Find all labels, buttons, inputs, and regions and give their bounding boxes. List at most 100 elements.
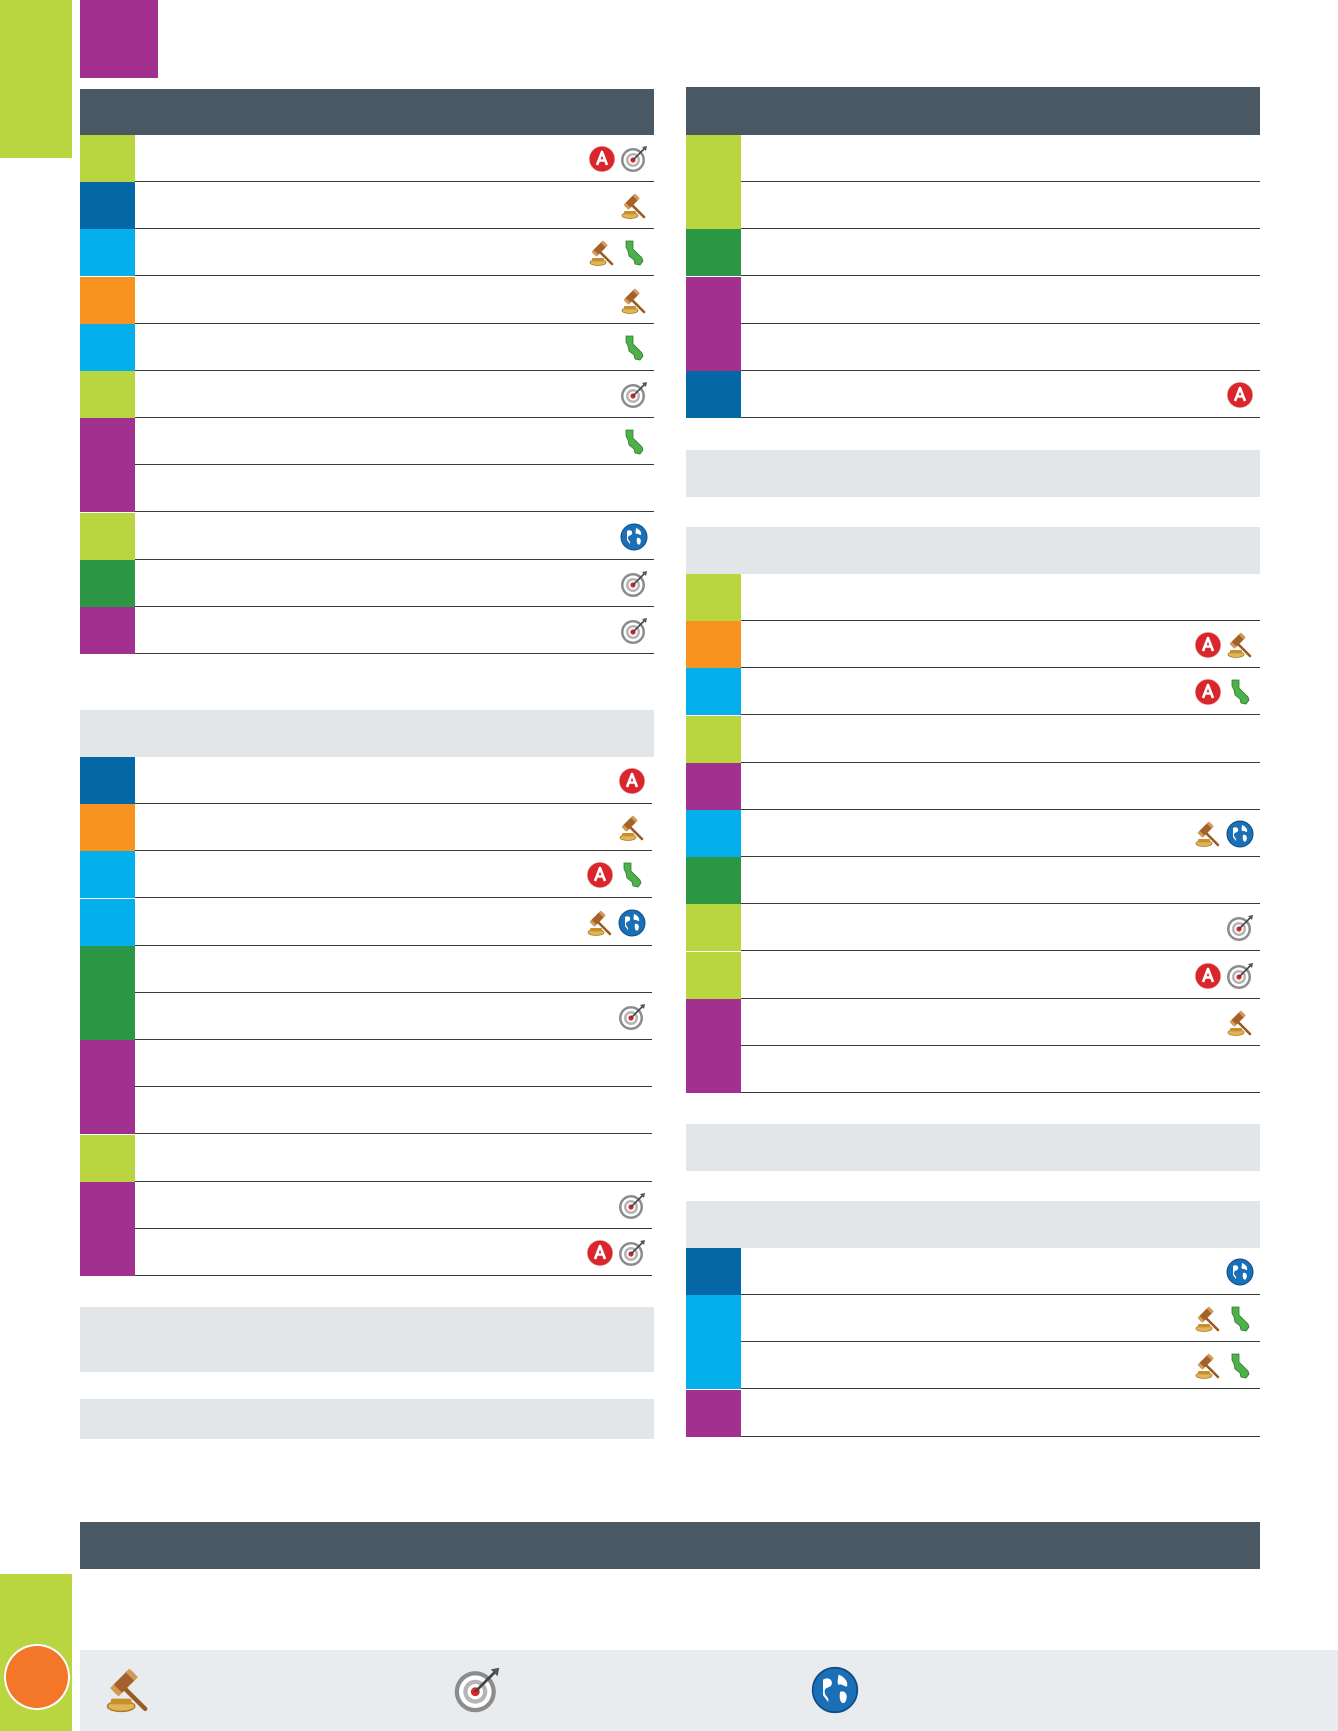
category-color-swatch — [686, 135, 741, 182]
table-row — [80, 993, 652, 1040]
table-row — [80, 465, 654, 513]
california-icon — [618, 861, 646, 889]
row-divider — [741, 997, 1260, 999]
gavel-icon — [1226, 1009, 1254, 1037]
target-icon — [618, 1239, 646, 1267]
row-divider — [741, 1341, 1260, 1343]
row-icons — [620, 570, 648, 598]
california-icon — [620, 239, 648, 267]
a-badge-icon — [1194, 678, 1222, 706]
row-divider — [741, 1092, 1260, 1093]
left-table-header — [80, 89, 654, 135]
row-divider — [741, 1044, 1260, 1046]
row-icons — [620, 523, 648, 551]
table-row — [686, 574, 1260, 621]
left-section-band-3 — [80, 1399, 654, 1439]
category-color-swatch — [80, 371, 135, 418]
table-row — [80, 607, 654, 654]
row-icons — [1226, 1258, 1254, 1286]
legend-item — [811, 1666, 859, 1719]
category-color-swatch — [686, 1389, 741, 1437]
table-row — [686, 182, 1260, 230]
table-row — [80, 276, 654, 324]
row-divider — [135, 369, 654, 371]
bottom-section-header — [80, 1522, 1260, 1569]
row-divider — [135, 605, 654, 607]
gavel-icon — [1226, 631, 1254, 659]
right-table-header — [686, 87, 1260, 135]
category-color-swatch — [686, 951, 741, 999]
globe-icon — [620, 523, 648, 551]
row-divider — [741, 181, 1260, 182]
category-color-swatch — [80, 1229, 135, 1276]
row-icons — [1194, 1352, 1254, 1380]
category-color-swatch — [80, 898, 135, 946]
category-color-swatch — [686, 371, 741, 418]
row-icons — [586, 861, 646, 889]
a-badge-icon — [1194, 962, 1222, 990]
legend-item — [104, 1666, 152, 1719]
legend-item — [453, 1666, 501, 1719]
table-row — [686, 229, 1260, 277]
category-color-swatch — [80, 465, 135, 513]
row-divider — [741, 856, 1260, 857]
table-row — [686, 1295, 1260, 1343]
gavel-icon — [104, 1666, 152, 1714]
category-color-swatch — [686, 1295, 741, 1343]
category-color-swatch — [80, 135, 135, 182]
row-divider — [741, 620, 1260, 621]
row-divider — [741, 275, 1260, 277]
row-divider — [741, 950, 1260, 952]
category-color-swatch — [80, 1040, 135, 1088]
category-color-swatch — [80, 607, 135, 654]
table-row — [80, 898, 652, 946]
row-icons — [1194, 678, 1254, 706]
category-color-swatch — [686, 182, 741, 230]
row-icons — [586, 1239, 646, 1267]
target-icon — [1226, 962, 1254, 990]
table-row — [80, 1181, 652, 1229]
right-section-band-2 — [686, 527, 1260, 574]
globe-icon — [1226, 1258, 1254, 1286]
table-row — [80, 418, 654, 466]
category-color-swatch — [80, 229, 135, 277]
row-divider — [135, 850, 652, 852]
row-divider — [741, 761, 1260, 763]
table-row — [80, 559, 654, 607]
category-color-swatch — [80, 559, 135, 607]
table-row — [80, 135, 654, 182]
table-row — [80, 229, 654, 277]
row-divider — [741, 808, 1260, 810]
row-divider — [135, 1086, 652, 1088]
table-row — [80, 371, 654, 418]
row-icons — [618, 1003, 646, 1031]
row-icons — [1194, 820, 1254, 848]
globe-icon — [1226, 820, 1254, 848]
row-icons — [586, 909, 646, 937]
row-icons — [620, 617, 648, 645]
category-color-swatch — [80, 851, 135, 899]
a-badge-icon — [618, 767, 646, 795]
page-number-circle — [4, 1644, 70, 1710]
target-icon — [620, 145, 648, 173]
california-icon — [1226, 1352, 1254, 1380]
row-divider — [741, 1294, 1260, 1295]
row-divider — [741, 369, 1260, 371]
category-color-swatch — [686, 1342, 741, 1390]
table-row — [686, 621, 1260, 669]
row-divider — [135, 944, 652, 946]
legend-icons — [80, 1662, 1338, 1722]
row-icons — [1226, 1009, 1254, 1037]
row-divider — [135, 803, 652, 804]
row-icons — [1226, 381, 1254, 409]
table-row — [80, 1134, 652, 1182]
row-icons — [620, 334, 648, 362]
california-icon — [1226, 1305, 1254, 1333]
target-icon — [453, 1666, 501, 1714]
right-section-band-4 — [686, 1201, 1260, 1248]
row-divider — [135, 1133, 652, 1135]
category-color-swatch — [80, 945, 135, 993]
table-row — [80, 851, 652, 899]
row-divider — [741, 667, 1260, 669]
row-divider — [741, 322, 1260, 324]
